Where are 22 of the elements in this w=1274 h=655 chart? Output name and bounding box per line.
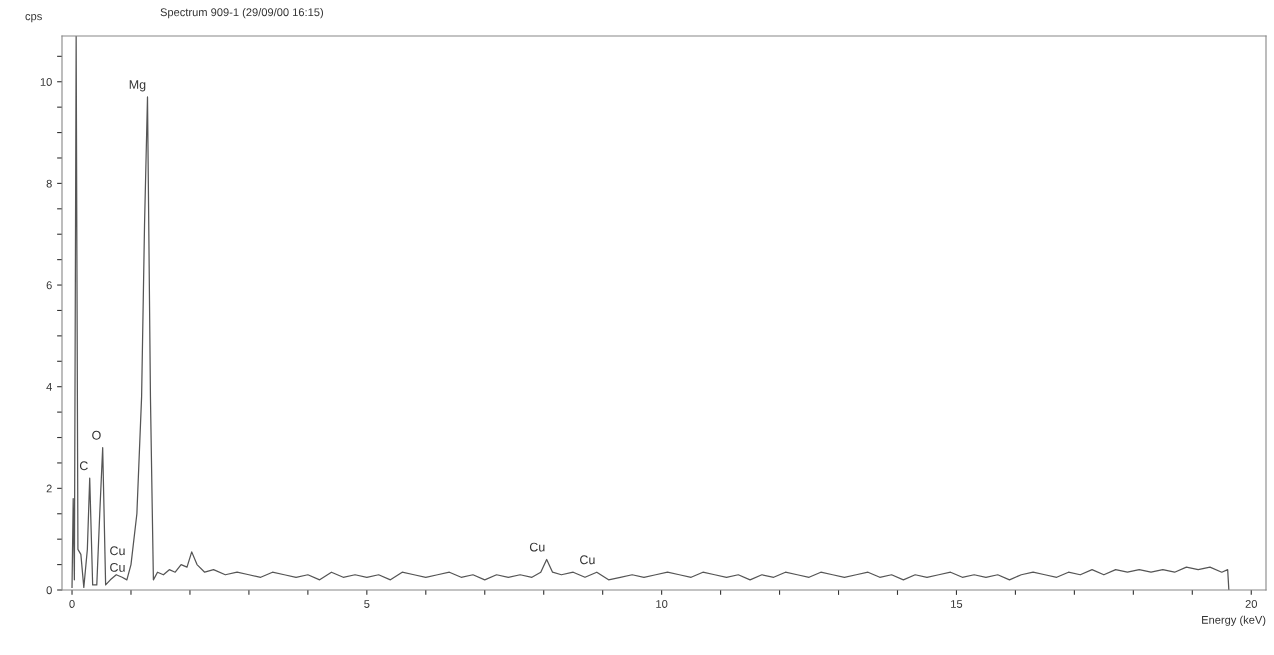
y-tick-label: 4: [46, 383, 52, 391]
y-tick-label: 8: [46, 179, 52, 188]
chart-title: Spectrum 909-1 (29/09/00 16:15): [160, 8, 323, 19]
x-tick-label: 10: [656, 600, 668, 608]
annotation: Cu: [529, 542, 545, 552]
annotation: Cu: [110, 546, 125, 556]
x-tick-label: 0: [69, 600, 75, 608]
annotation: Cu: [580, 555, 595, 565]
x-axis-title: Energy (keV): [1202, 615, 1266, 626]
y-tick-label: 2: [46, 484, 52, 493]
annotation: C: [79, 461, 88, 471]
annotation: Mg: [129, 80, 146, 92]
x-tick-label: 20: [1245, 600, 1257, 608]
y-axis-title: cps: [25, 14, 42, 23]
y-tick-label: 0: [46, 586, 52, 595]
x-tick-label: 5: [364, 600, 370, 608]
y-tick-label: 6: [46, 281, 52, 290]
x-tick-label: 15: [951, 600, 963, 608]
annotation: Cu: [110, 562, 125, 572]
annotation: O: [92, 430, 101, 440]
y-tick-label: 10: [40, 78, 52, 86]
line-series: [71, 36, 1230, 590]
